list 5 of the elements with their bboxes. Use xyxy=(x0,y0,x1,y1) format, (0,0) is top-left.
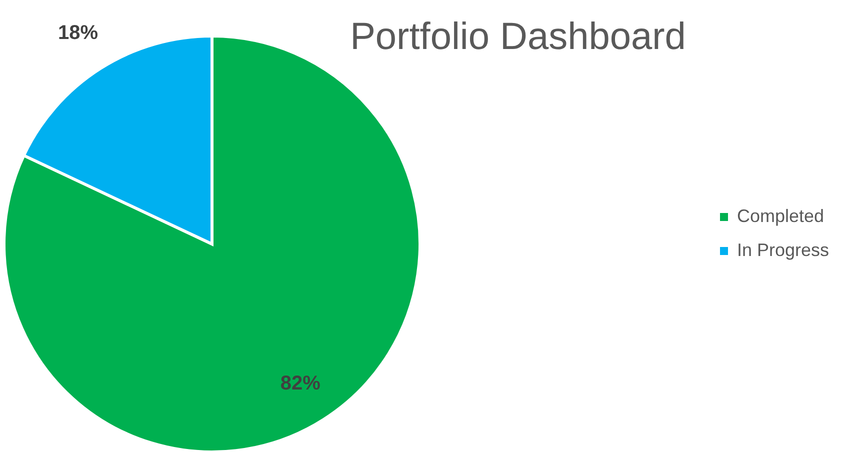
chart-title: Portfolio Dashboard xyxy=(350,16,686,58)
legend-label: In Progress xyxy=(737,240,830,260)
legend-label: Completed xyxy=(737,206,824,226)
data-label: 82% xyxy=(280,372,321,394)
data-label: 18% xyxy=(58,22,98,44)
